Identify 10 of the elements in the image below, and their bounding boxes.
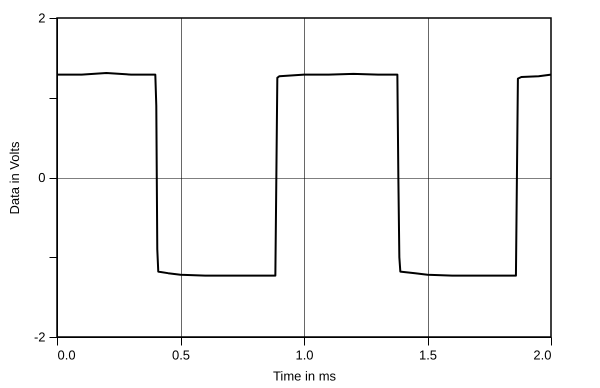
x-axis-title: Time in ms	[272, 368, 337, 384]
y-axis-title: Data in Volts	[6, 141, 22, 214]
y-tick-label: 2	[38, 10, 46, 26]
x-tick-label: 1.5	[418, 348, 438, 362]
x-tick-label: 1.0	[295, 348, 314, 362]
x-tick-label: 0.5	[172, 348, 190, 362]
x-tick-label: 2.0	[533, 348, 552, 362]
y-tick-label: -2	[34, 330, 46, 344]
y-tick-label: 0	[38, 170, 46, 185]
x-tick-label: 0.0	[58, 348, 76, 362]
